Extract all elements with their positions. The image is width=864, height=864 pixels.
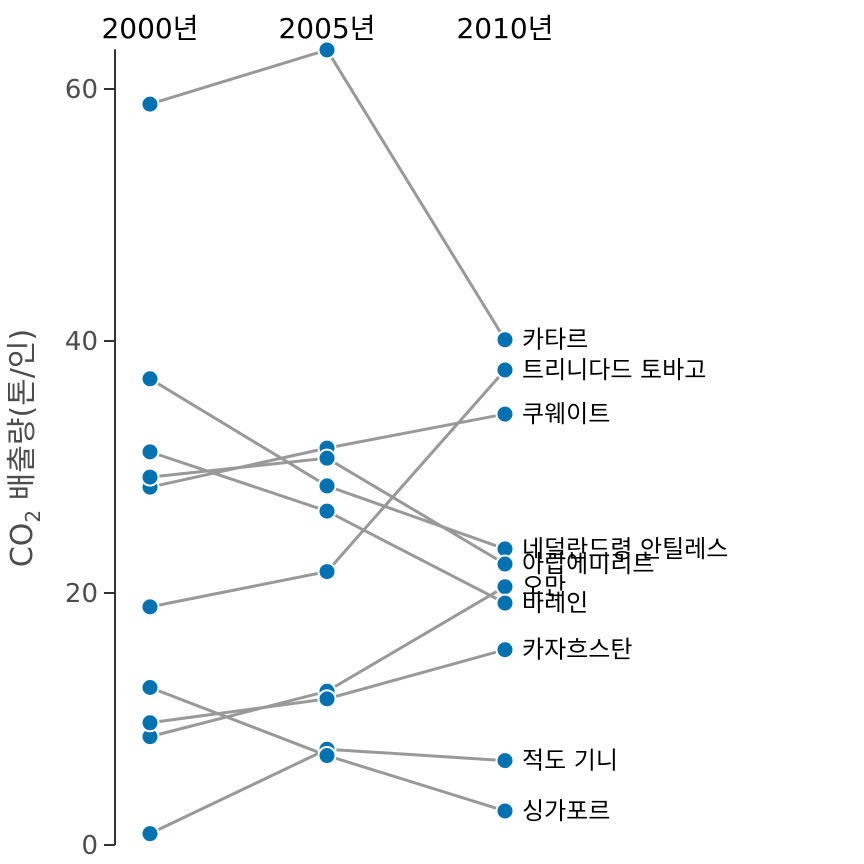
y-axis-title-co: CO: [5, 523, 40, 568]
country-label: 바레인: [522, 589, 588, 617]
data-point: [317, 476, 337, 496]
data-point: [140, 713, 160, 733]
data-point: [495, 593, 515, 613]
y-tick-label: 40: [65, 327, 98, 357]
data-point: [140, 467, 160, 487]
data-point: [495, 640, 515, 660]
year-label: 2010년: [456, 12, 553, 45]
data-point: [140, 369, 160, 389]
data-point: [495, 330, 515, 350]
y-axis-title-subscript: 2: [21, 510, 45, 523]
data-point: [317, 689, 337, 709]
data-point: [317, 562, 337, 582]
country-label: 오만: [522, 573, 566, 601]
data-point: [140, 94, 160, 114]
country-label: 싱가포르: [522, 797, 610, 825]
data-point: [140, 442, 160, 462]
data-point: [140, 597, 160, 617]
country-label: 쿠웨이트: [522, 400, 610, 428]
data-point: [495, 577, 515, 597]
data-point: [495, 360, 515, 380]
year-label: 2000년: [101, 12, 198, 45]
data-point: [495, 751, 515, 771]
year-labels: 2000년 2005년 2010년: [101, 12, 553, 45]
country-label: 트리니다드 토바고: [522, 356, 706, 384]
data-point: [495, 554, 515, 574]
data-point: [495, 801, 515, 821]
data-point: [317, 746, 337, 766]
data-points: [140, 40, 515, 844]
series-line: [149, 48, 507, 341]
y-tick-label: 20: [65, 579, 98, 609]
y-axis: 0 20 40 60: [65, 49, 116, 861]
country-label: 적도 기니: [522, 747, 618, 775]
y-tick-label: 60: [65, 75, 98, 105]
country-label: 네덜란드령 안틸레스: [522, 535, 728, 563]
y-axis-title: CO2 배출량(톤/인): [5, 329, 45, 567]
data-point: [140, 678, 160, 697]
y-axis-title-rest: 배출량(톤/인): [5, 329, 40, 510]
country-label: 아랍에미리트: [522, 550, 654, 578]
country-label: 카자흐스탄: [522, 636, 632, 664]
data-point: [317, 448, 337, 468]
country-label: 카타르: [522, 326, 588, 354]
data-point: [317, 40, 337, 60]
data-point: [140, 824, 160, 844]
y-tick-label: 0: [81, 831, 98, 861]
year-label: 2005년: [278, 12, 375, 45]
data-point: [317, 501, 337, 521]
data-point: [495, 404, 515, 424]
